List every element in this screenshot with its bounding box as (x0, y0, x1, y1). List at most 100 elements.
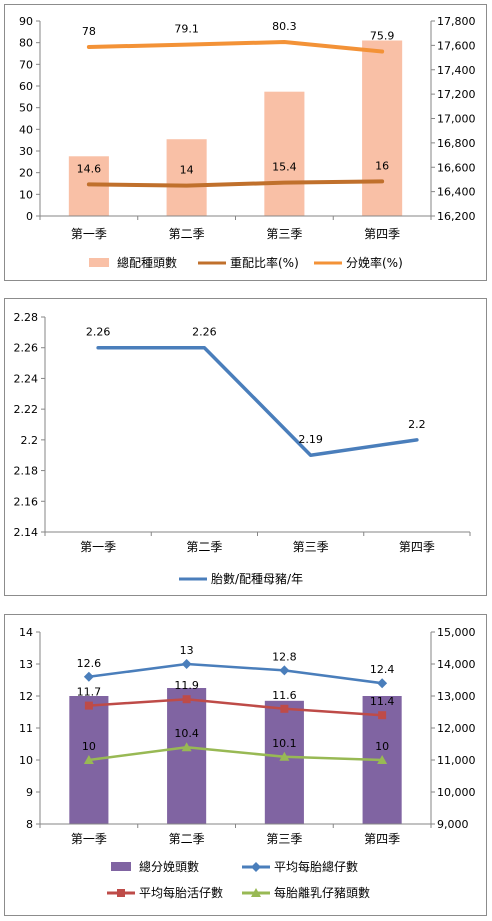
y-tick-label: 13 (19, 658, 33, 671)
y-tick-label: 2.28 (14, 311, 39, 324)
y-tick-label: 12 (19, 690, 33, 703)
data-label: 80.3 (272, 20, 297, 33)
y-tick-label: 10 (19, 188, 33, 201)
legend-marker (117, 889, 125, 897)
data-label: 79.1 (174, 23, 199, 36)
data-label: 75.9 (370, 30, 395, 43)
data-label: 78 (82, 25, 96, 38)
x-tick-label: 第三季 (266, 832, 302, 846)
data-label: 11.6 (272, 689, 297, 702)
data-label: 10.4 (174, 727, 199, 740)
breeding-chart: 0 10 20 30 40 50 60 70 80 90 16,200 16,400 16,600 16,… (19, 15, 476, 270)
data-label: 12.4 (370, 663, 395, 676)
litters-chart: 2.14 2.16 2.18 2.2 2.22 2.24 2.26 2.28 第一季 第二季 第三季… (14, 311, 471, 586)
x-tick-label: 第三季 (266, 227, 302, 241)
x-tick-label: 第四季 (399, 540, 435, 554)
legend-marker (251, 862, 261, 872)
x-tick-label: 第一季 (80, 540, 116, 554)
data-point (378, 711, 387, 720)
x-tick-label: 第二季 (169, 832, 205, 846)
y2-tick-label: 9,000 (437, 818, 469, 831)
y-tick-label: 20 (19, 167, 33, 180)
data-point (279, 665, 290, 676)
y-tick-label: 11 (19, 722, 33, 735)
data-label: 2.19 (298, 433, 323, 446)
data-label: 11.9 (174, 679, 199, 692)
series-line (86, 179, 385, 188)
y-tick-label: 2.18 (14, 465, 39, 478)
y2-tick-label: 16,200 (437, 210, 476, 223)
series-line (86, 40, 385, 54)
y2-tick-label: 16,400 (437, 186, 476, 199)
y2-tick-label: 17,000 (437, 113, 476, 126)
data-point (181, 742, 192, 752)
legend-marker (251, 888, 261, 897)
legend-label: 平均每胎總仔數 (274, 859, 358, 874)
legend-label: 每胎離乳仔豬頭數 (274, 885, 370, 900)
data-label: 11.4 (370, 695, 395, 708)
y-tick-label: 30 (19, 145, 33, 158)
y2-tick-label: 17,400 (437, 64, 476, 77)
y-tick-label: 2.22 (14, 403, 39, 416)
data-label: 11.7 (77, 686, 102, 699)
y-tick-label: 60 (19, 80, 33, 93)
y2-tick-label: 15,000 (437, 626, 476, 639)
y2-tick-label: 17,800 (437, 15, 476, 28)
data-label: 10.1 (272, 737, 297, 750)
bar (264, 91, 305, 216)
x-tick-label: 第三季 (293, 540, 329, 554)
y-tick-label: 90 (19, 15, 33, 28)
legend-label: 胎數/配種母豬/年 (211, 572, 303, 586)
legend-label: 重配比率(%) (230, 255, 299, 270)
y2-tick-label: 11,000 (437, 754, 476, 767)
data-label: 12.8 (272, 650, 297, 663)
data-point (84, 701, 93, 710)
x-tick-label: 第一季 (71, 227, 107, 241)
data-label: 10 (82, 740, 96, 753)
data-label: 10 (375, 740, 389, 753)
legend-swatch (111, 862, 131, 871)
data-point (377, 755, 388, 764)
chart-panel-breeding: 0 10 20 30 40 50 60 70 80 90 16,200 16,400 16,600 16,… (4, 4, 487, 281)
data-label: 2.2 (408, 418, 426, 431)
y2-tick-label: 16,800 (437, 137, 476, 150)
bar (264, 700, 304, 824)
y-tick-label: 70 (19, 58, 33, 71)
data-label: 2.26 (192, 326, 217, 339)
y2-tick-label: 16,600 (437, 161, 476, 174)
data-point (280, 704, 289, 713)
data-label: 2.26 (86, 326, 111, 339)
legend-label: 總配種頭數 (117, 255, 177, 270)
data-label: 12.6 (77, 657, 102, 670)
series-line (96, 345, 419, 457)
y-tick-label: 2.26 (14, 342, 39, 355)
data-point (377, 678, 388, 689)
y2-tick-label: 17,600 (437, 39, 476, 52)
legend-label: 平均每胎活仔數 (139, 885, 223, 900)
farrowing-chart: 8 9 10 11 12 13 14 9,000 10,000 11,000 12,000 13,00… (19, 626, 476, 900)
data-label: 13 (180, 644, 194, 657)
y2-tick-label: 14,000 (437, 658, 476, 671)
y-tick-label: 2.2 (21, 434, 39, 447)
data-label: 14.6 (77, 162, 102, 175)
y2-tick-label: 12,000 (437, 722, 476, 735)
data-label: 16 (375, 159, 389, 172)
data-label: 15.4 (272, 161, 297, 174)
data-point (182, 695, 191, 704)
data-point (83, 671, 94, 682)
y2-tick-label: 10,000 (437, 786, 476, 799)
x-tick-label: 第四季 (364, 832, 400, 846)
x-tick-label: 第四季 (364, 227, 400, 241)
series-line (87, 697, 384, 717)
data-label: 14 (180, 164, 194, 177)
chart-panel-farrowing: 8 9 10 11 12 13 14 9,000 10,000 11,000 12,000 13,00… (4, 614, 487, 916)
series-line (87, 745, 384, 762)
legend-swatch (89, 258, 109, 267)
y-tick-label: 10 (19, 754, 33, 767)
y2-tick-label: 13,000 (437, 690, 476, 703)
chart-panel-litters: 2.14 2.16 2.18 2.2 2.22 2.24 2.26 2.28 第一季 第二季 第三季… (4, 298, 487, 596)
series-line (87, 662, 384, 685)
y-tick-label: 2.24 (14, 372, 39, 385)
y-tick-label: 14 (19, 626, 33, 639)
x-tick-label: 第二季 (186, 540, 222, 554)
